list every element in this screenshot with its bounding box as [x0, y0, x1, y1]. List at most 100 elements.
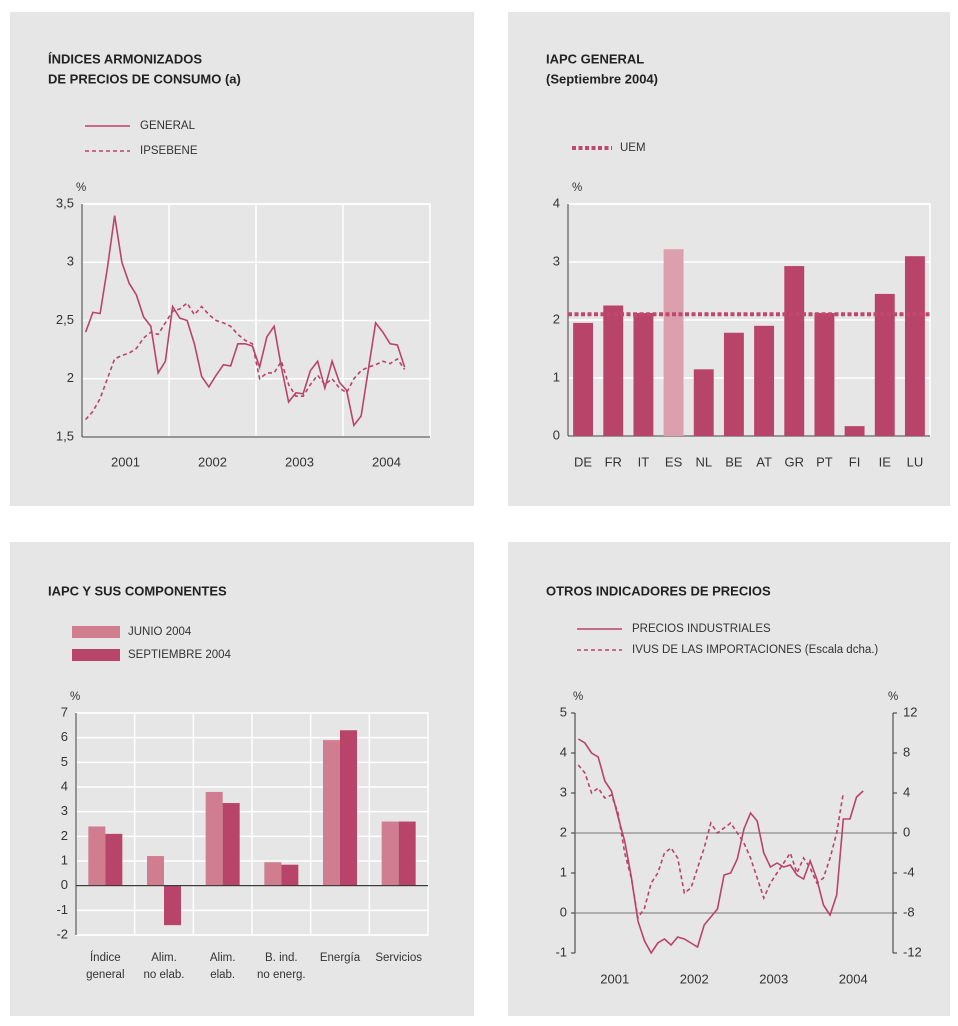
y-tick-label: 1 [553, 369, 560, 384]
x-tick-label: 2003 [285, 454, 314, 469]
y-tick-label: 4 [553, 195, 560, 210]
y-tick-label: 1,5 [56, 428, 74, 443]
y-axis-label: % [76, 182, 86, 194]
x-tick-label: IT [638, 454, 650, 469]
x-tick-label: NL [695, 454, 712, 469]
x-tick-label: 2002 [198, 454, 227, 469]
x-tick-label: GR [785, 454, 805, 469]
chart-subtitle: DE PRECIOS DE CONSUMO (a) [48, 71, 241, 86]
y-tick-label: 2 [61, 828, 68, 843]
bar [904, 256, 925, 436]
y2-tick-label: 0 [903, 824, 910, 839]
x-tick-label: Alim. [210, 952, 236, 964]
legend-label: JUNIO 2004 [128, 626, 192, 638]
bar [784, 266, 805, 436]
line [577, 738, 864, 955]
x-tick-label: 2002 [680, 971, 709, 986]
line [85, 301, 406, 421]
y-tick-label: 3 [61, 803, 68, 818]
y-tick-label: 2 [560, 824, 567, 839]
y-tick-label: 0 [61, 877, 68, 892]
bar [264, 862, 282, 886]
x-tick-label: no elab. [144, 969, 185, 981]
y-tick-label: 5 [61, 754, 68, 769]
legend-label: IVUS DE LAS IMPORTACIONES (Escala dcha.) [632, 644, 878, 656]
x-tick-label: general [86, 969, 124, 981]
bar [573, 322, 594, 436]
legend-label: PRECIOS INDUSTRIALES [632, 623, 771, 635]
y-tick-label: 2,5 [56, 312, 74, 327]
y-tick-label: 5 [560, 704, 567, 719]
y-tick-label: -2 [56, 926, 68, 941]
x-tick-label: FI [849, 454, 861, 469]
y-tick-label: -1 [56, 902, 68, 917]
x-tick-label: 2004 [839, 971, 868, 986]
x-tick-label: PT [816, 454, 833, 469]
y-tick-label: 4 [61, 778, 68, 793]
x-tick-label: IE [879, 454, 892, 469]
y-tick-label: 2 [67, 370, 74, 385]
x-tick-label: Alim. [151, 952, 177, 964]
bar [844, 426, 865, 436]
y2-tick-label: 8 [903, 744, 910, 759]
x-tick-label: LU [907, 454, 924, 469]
x-tick-label: Índice [90, 951, 121, 964]
bar [814, 313, 835, 436]
y-tick-label: 3 [553, 253, 560, 268]
bar [754, 325, 775, 436]
bar [323, 740, 340, 886]
x-tick-label: B. ind. [265, 952, 298, 964]
x-tick-label: BE [725, 454, 743, 469]
x-tick-label: 2001 [600, 971, 629, 986]
y-axis-label: % [573, 691, 583, 703]
legend-label: GENERAL [140, 120, 196, 132]
x-tick-label: DE [574, 454, 592, 469]
bar [603, 305, 624, 436]
bar [205, 791, 223, 886]
y2-tick-label: -12 [903, 944, 922, 959]
chart-title: OTROS INDICADORES DE PRECIOS [546, 583, 771, 598]
chart-title: IAPC Y SUS COMPONENTES [48, 583, 227, 598]
y2-axis-label: % [888, 691, 898, 703]
bar [693, 369, 714, 436]
legend-swatch [72, 626, 120, 638]
bar [398, 821, 416, 886]
legend-label: UEM [620, 142, 646, 154]
y-tick-label: 3 [67, 254, 74, 269]
panel [10, 542, 474, 1016]
y-tick-label: 3,5 [56, 195, 74, 210]
y2-tick-label: -8 [903, 904, 915, 919]
panel [508, 542, 950, 1016]
y-tick-label: 0 [553, 427, 560, 442]
y2-tick-label: 12 [903, 704, 917, 719]
bar [88, 826, 106, 886]
chart-title: IAPC GENERAL [546, 51, 644, 66]
bar [874, 293, 895, 436]
bar [723, 332, 744, 436]
y-axis-label: % [572, 182, 582, 194]
bar [147, 856, 164, 886]
y-tick-label: 4 [560, 744, 567, 759]
legend-swatch [72, 649, 120, 661]
chart-subtitle: (Septiembre 2004) [546, 71, 658, 86]
y2-tick-label: -4 [903, 864, 915, 879]
y-tick-label: 2 [553, 311, 560, 326]
x-tick-label: 2001 [111, 454, 140, 469]
y-tick-label: 7 [61, 704, 68, 719]
line [84, 215, 406, 428]
y-tick-label: 1 [61, 852, 68, 867]
bar [663, 249, 684, 436]
x-tick-label: Energía [320, 952, 361, 964]
bar [381, 821, 399, 886]
y2-tick-label: 4 [903, 784, 910, 799]
x-tick-label: AT [756, 454, 772, 469]
panel [10, 12, 474, 506]
y-tick-label: 6 [61, 729, 68, 744]
bar [340, 730, 357, 886]
x-tick-label: no energ. [257, 969, 306, 981]
line [577, 764, 845, 921]
x-tick-label: elab. [210, 969, 235, 981]
x-tick-label: ES [665, 454, 683, 469]
bar [105, 833, 123, 886]
